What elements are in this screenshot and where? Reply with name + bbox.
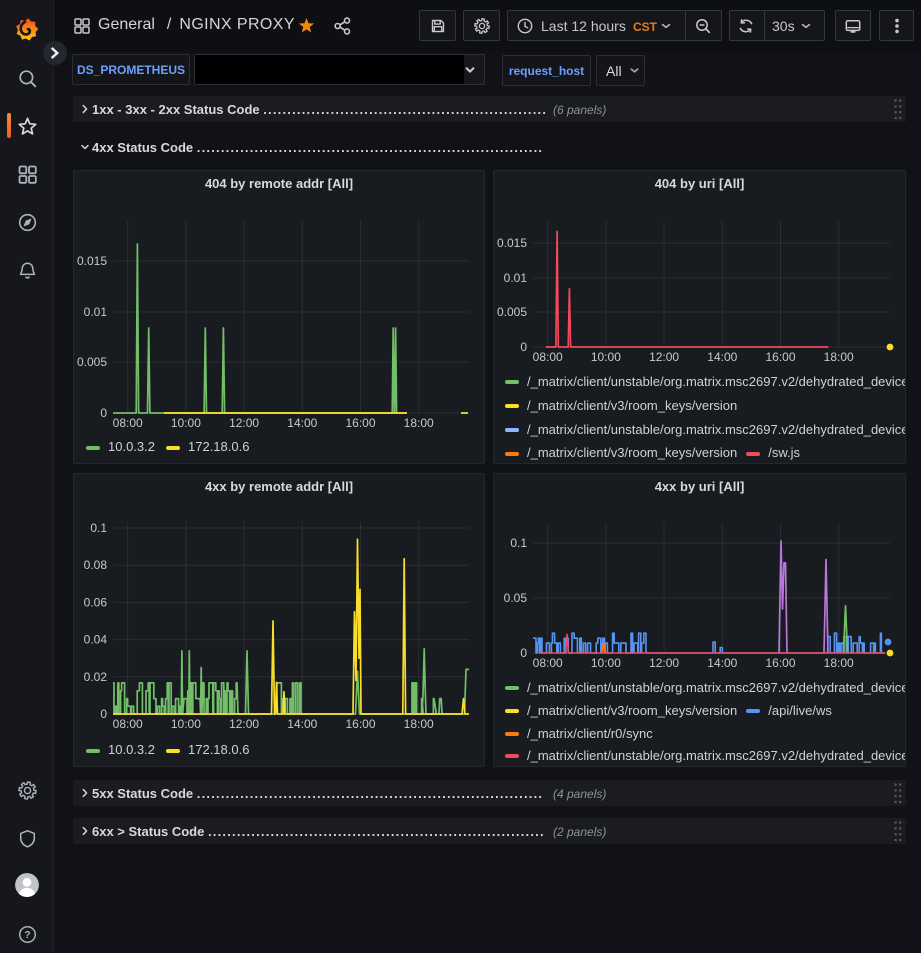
svg-text:0: 0 (520, 340, 527, 354)
svg-text:0: 0 (100, 406, 107, 420)
svg-text:10:00: 10:00 (171, 717, 201, 731)
svg-text:16:00: 16:00 (345, 717, 375, 731)
svg-text:0.015: 0.015 (77, 254, 107, 268)
svg-text:18:00: 18:00 (824, 350, 854, 364)
svg-text:0.02: 0.02 (84, 670, 108, 684)
svg-text:10:00: 10:00 (591, 656, 621, 670)
svg-text:14:00: 14:00 (287, 416, 317, 430)
svg-text:12:00: 12:00 (229, 416, 259, 430)
svg-text:18:00: 18:00 (404, 717, 434, 731)
svg-text:08:00: 08:00 (533, 656, 563, 670)
svg-text:10:00: 10:00 (171, 416, 201, 430)
svg-text:12:00: 12:00 (649, 350, 679, 364)
svg-text:12:00: 12:00 (649, 656, 679, 670)
svg-text:08:00: 08:00 (113, 717, 143, 731)
svg-text:0: 0 (100, 707, 107, 721)
svg-text:0.1: 0.1 (510, 536, 527, 550)
svg-text:0: 0 (520, 646, 527, 660)
svg-text:0.04: 0.04 (84, 633, 108, 647)
svg-text:14:00: 14:00 (707, 656, 737, 670)
svg-text:0.005: 0.005 (497, 305, 527, 319)
svg-text:16:00: 16:00 (765, 656, 795, 670)
svg-text:0.05: 0.05 (504, 591, 528, 605)
svg-text:0.08: 0.08 (84, 558, 108, 572)
svg-text:0.01: 0.01 (84, 305, 108, 319)
svg-text:16:00: 16:00 (345, 416, 375, 430)
svg-text:18:00: 18:00 (824, 656, 854, 670)
svg-text:0.06: 0.06 (84, 595, 108, 609)
svg-text:18:00: 18:00 (404, 416, 434, 430)
svg-text:10:00: 10:00 (591, 350, 621, 364)
svg-text:0.005: 0.005 (77, 355, 107, 369)
svg-text:14:00: 14:00 (287, 717, 317, 731)
svg-text:14:00: 14:00 (707, 350, 737, 364)
svg-text:16:00: 16:00 (765, 350, 795, 364)
svg-text:08:00: 08:00 (113, 416, 143, 430)
svg-text:0.015: 0.015 (497, 236, 527, 250)
svg-text:08:00: 08:00 (533, 350, 563, 364)
svg-text:0.01: 0.01 (504, 271, 528, 285)
svg-text:?: ? (24, 929, 30, 941)
svg-text:0.1: 0.1 (90, 521, 107, 535)
svg-text:12:00: 12:00 (229, 717, 259, 731)
